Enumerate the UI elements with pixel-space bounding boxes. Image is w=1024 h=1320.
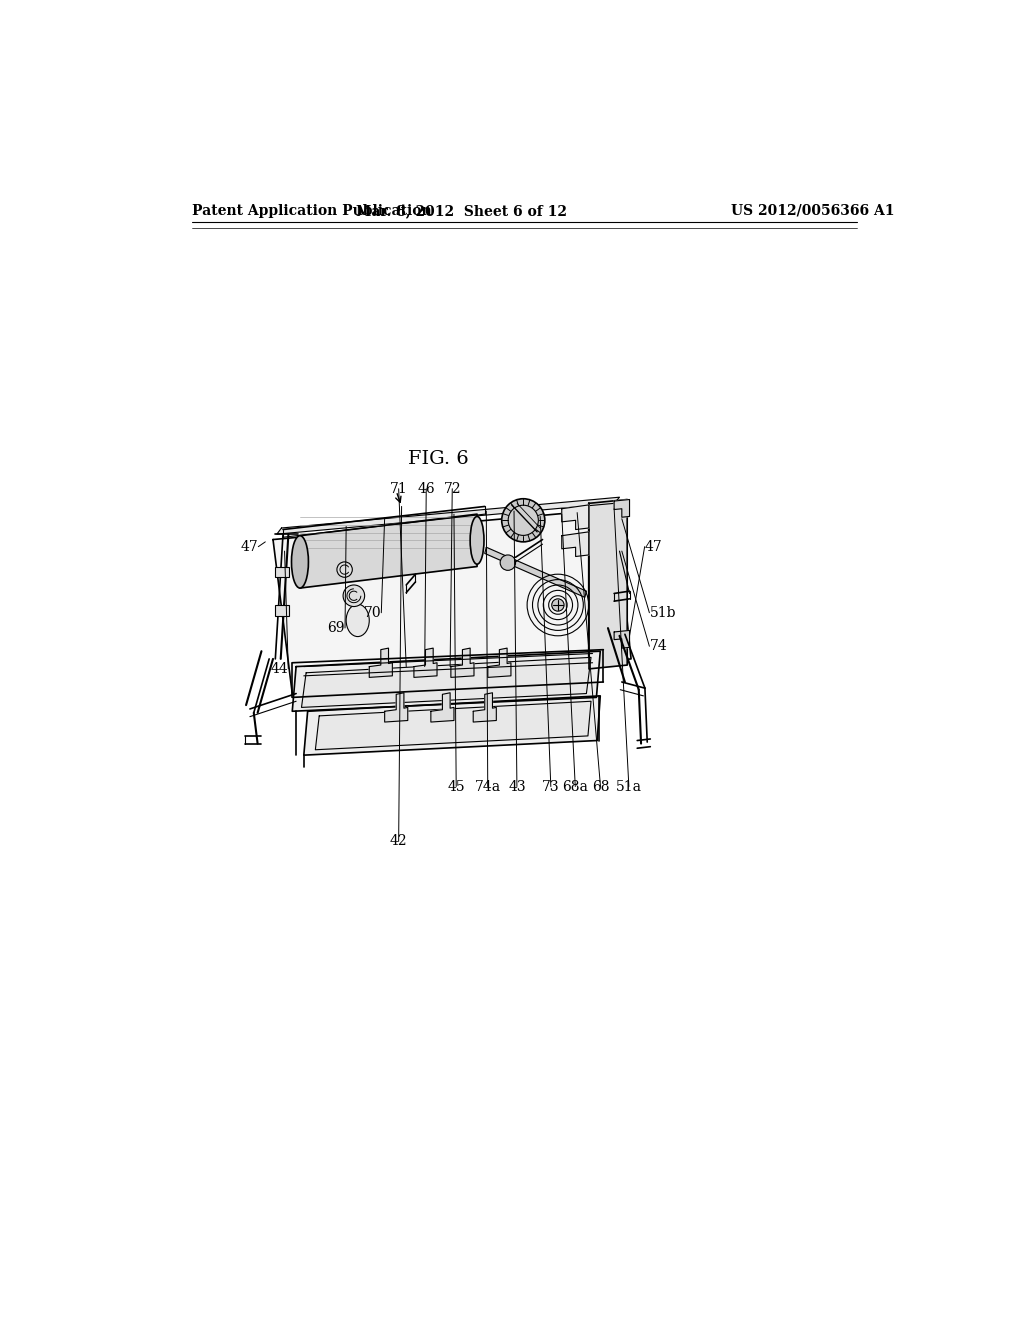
Text: US 2012/0056366 A1: US 2012/0056366 A1 bbox=[731, 203, 895, 218]
Circle shape bbox=[337, 562, 352, 577]
Text: 45: 45 bbox=[447, 780, 465, 793]
Text: 68a: 68a bbox=[562, 780, 588, 793]
Text: 72: 72 bbox=[443, 482, 461, 496]
Polygon shape bbox=[484, 548, 587, 597]
Polygon shape bbox=[562, 506, 589, 529]
Polygon shape bbox=[304, 696, 600, 755]
Text: 42: 42 bbox=[390, 834, 408, 849]
Polygon shape bbox=[301, 657, 591, 708]
Text: FIG. 6: FIG. 6 bbox=[409, 450, 469, 467]
Text: 46: 46 bbox=[418, 482, 435, 496]
Ellipse shape bbox=[470, 516, 484, 564]
Text: 74: 74 bbox=[649, 639, 667, 653]
Text: 73: 73 bbox=[542, 780, 560, 793]
Ellipse shape bbox=[292, 536, 308, 589]
Text: 47: 47 bbox=[645, 540, 663, 553]
Polygon shape bbox=[431, 693, 454, 722]
Text: 43: 43 bbox=[508, 780, 525, 793]
Text: 74a: 74a bbox=[475, 780, 501, 793]
Bar bbox=[275, 605, 289, 615]
Polygon shape bbox=[614, 631, 630, 648]
Polygon shape bbox=[414, 648, 437, 677]
Circle shape bbox=[552, 599, 564, 611]
Polygon shape bbox=[292, 651, 600, 711]
Polygon shape bbox=[487, 648, 511, 677]
Polygon shape bbox=[276, 498, 620, 535]
Text: 44: 44 bbox=[270, 661, 289, 676]
Polygon shape bbox=[614, 499, 630, 517]
Text: 69: 69 bbox=[328, 620, 345, 635]
Text: 68: 68 bbox=[592, 780, 609, 793]
Text: 47: 47 bbox=[241, 540, 258, 553]
Polygon shape bbox=[451, 648, 474, 677]
Polygon shape bbox=[300, 515, 477, 589]
Polygon shape bbox=[589, 499, 628, 669]
Circle shape bbox=[502, 499, 545, 541]
Text: Patent Application Publication: Patent Application Publication bbox=[193, 203, 432, 218]
Text: 70: 70 bbox=[364, 606, 381, 619]
Ellipse shape bbox=[346, 605, 370, 636]
Text: 51b: 51b bbox=[649, 606, 676, 619]
Text: 51a: 51a bbox=[615, 780, 642, 793]
Text: 71: 71 bbox=[390, 482, 408, 496]
Polygon shape bbox=[315, 701, 591, 750]
Text: Mar. 8, 2012  Sheet 6 of 12: Mar. 8, 2012 Sheet 6 of 12 bbox=[356, 203, 567, 218]
Circle shape bbox=[343, 585, 365, 607]
Polygon shape bbox=[562, 532, 589, 557]
Polygon shape bbox=[473, 693, 497, 722]
Bar bbox=[275, 566, 289, 577]
Circle shape bbox=[508, 506, 539, 536]
Polygon shape bbox=[370, 648, 392, 677]
Circle shape bbox=[500, 554, 515, 570]
Polygon shape bbox=[385, 693, 408, 722]
Polygon shape bbox=[273, 508, 631, 693]
